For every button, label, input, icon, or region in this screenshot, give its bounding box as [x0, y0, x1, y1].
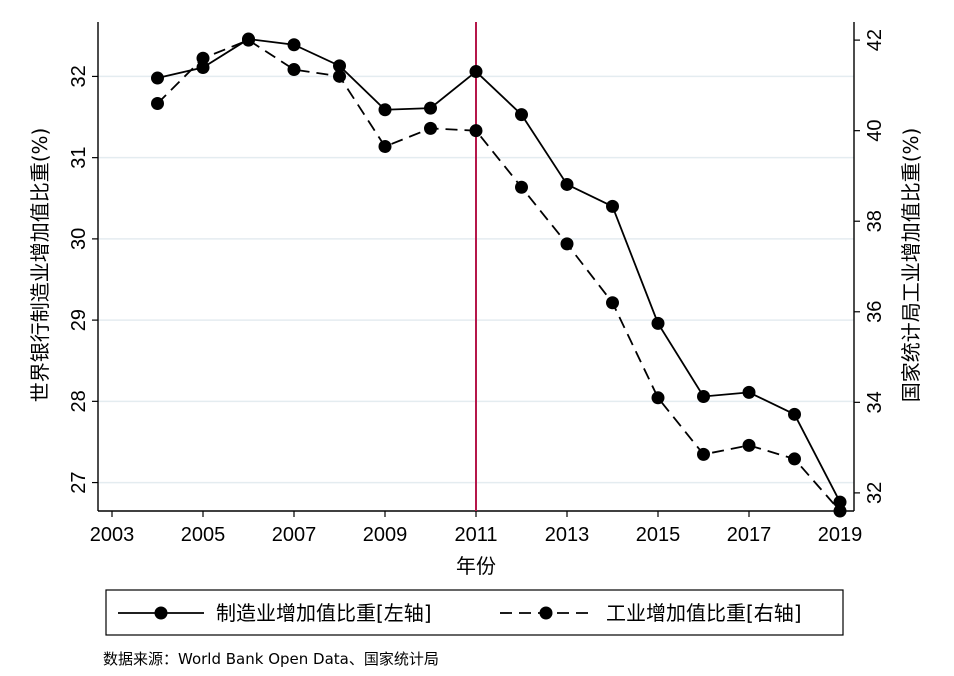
data-point [606, 296, 619, 310]
x-tick-label: 2003 [90, 524, 135, 546]
y-right-tick-label: 42 [864, 29, 886, 51]
data-point [560, 237, 574, 251]
y-right-tick-label: 32 [864, 482, 886, 504]
x-tick-label: 2005 [181, 524, 226, 546]
y-left-tick-label: 28 [68, 390, 90, 412]
y-right-tick-label: 36 [864, 301, 886, 323]
x-tick-label: 2011 [454, 524, 497, 546]
series-line [156, 39, 841, 512]
data-point [196, 60, 210, 74]
y-right-tick-label: 38 [864, 210, 886, 232]
x-tick-label: 2015 [636, 524, 681, 546]
x-tick-label: 2017 [727, 524, 772, 546]
data-point [788, 452, 801, 466]
data-point [333, 59, 346, 73]
data-point [788, 407, 801, 421]
source-note: 数据来源：World Bank Open Data、国家统计局 [103, 650, 439, 668]
y-left-tick-label: 31 [68, 147, 90, 169]
data-point [287, 38, 301, 52]
y-left-tick-label: 32 [68, 65, 90, 87]
data-point [742, 385, 756, 399]
legend-marker [539, 606, 553, 620]
data-point [742, 438, 756, 452]
x-tick-label: 2013 [545, 524, 590, 546]
data-point [196, 51, 210, 65]
legend-label: 制造业增加值比重[左轴] [216, 601, 432, 625]
data-point [242, 33, 255, 47]
series-1 [151, 32, 847, 509]
data-point [333, 69, 346, 83]
data-point [151, 71, 164, 85]
data-point [424, 121, 437, 135]
data-point [378, 140, 392, 154]
data-point [287, 63, 301, 77]
data-point [833, 495, 847, 509]
legend-label: 工业增加值比重[右轴] [606, 601, 802, 625]
data-point [651, 391, 665, 405]
y-right-tick-label: 34 [864, 391, 886, 413]
data-point [515, 108, 528, 122]
legend-marker [154, 606, 168, 620]
x-tick-label: 2019 [818, 524, 863, 546]
data-point [697, 389, 710, 403]
legend-box [105, 589, 844, 636]
data-point [424, 101, 437, 115]
series-line [157, 38, 841, 503]
tick-labels: 27 28 29 30 31 32 32 34 36 38 40 42 2003 2005 2007 2009… [68, 29, 886, 546]
x-tick-label: 2007 [272, 524, 317, 546]
data-point [469, 124, 483, 138]
x-axis-title: 年份 [456, 554, 496, 578]
data-point [606, 199, 619, 213]
series-2 [151, 33, 847, 518]
data-point [697, 447, 710, 461]
y-left-tick-label: 27 [68, 471, 90, 493]
data-point [151, 97, 164, 110]
data-point [469, 65, 483, 79]
y-right-tick-label: 40 [864, 120, 886, 142]
data-point [515, 180, 528, 194]
y-left-tick-label: 30 [68, 228, 90, 250]
data-point [651, 316, 665, 330]
legend: 制造业增加值比重[左轴] 工业增加值比重[右轴] [105, 589, 844, 636]
x-tick-label: 2009 [363, 524, 408, 546]
y-axis-right-title: 国家统计局工业增加值比重(%) [899, 128, 923, 403]
series-layer [151, 32, 847, 518]
data-point [378, 103, 392, 117]
y-left-tick-label: 29 [68, 309, 90, 331]
y-axis-left-title: 世界银行制造业增加值比重(%) [28, 128, 52, 403]
data-point [560, 177, 574, 191]
